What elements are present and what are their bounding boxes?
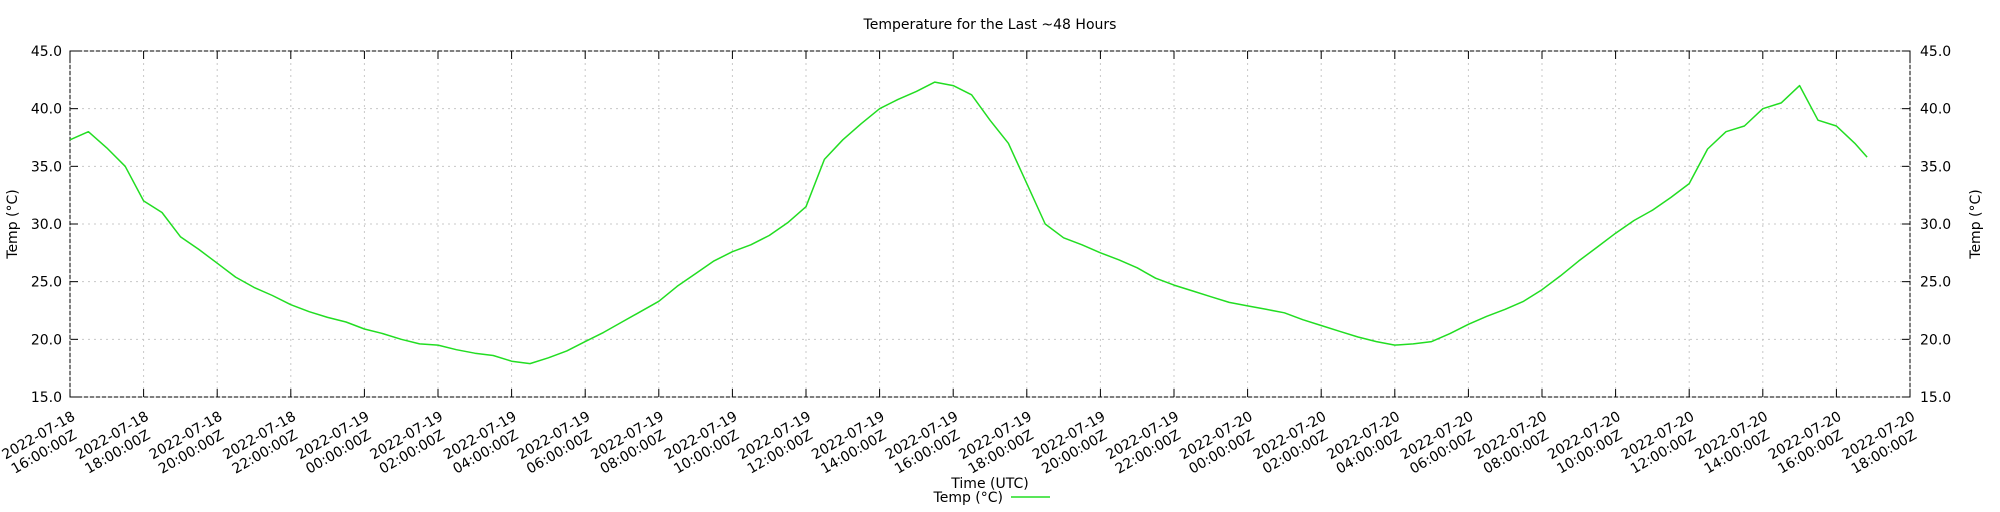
legend-label: Temp (°C) (933, 490, 1003, 506)
y2-axis-label: Temp (°C) (1968, 189, 1984, 259)
x-tick-label: 2022-07-2012:00:00Z (1619, 409, 1706, 478)
x-tick-label: 2022-07-2006:00:00Z (1398, 409, 1485, 478)
x-tick-label: 2022-07-1818:00:00Z (73, 409, 160, 478)
x-tick-label: 2022-07-2018:00:00Z (1840, 409, 1927, 478)
x-tick-label: 2022-07-2016:00:00Z (1766, 409, 1853, 478)
x-tick-label: 2022-07-1908:00:00Z (588, 409, 675, 478)
y2-tick-label: 25.0 (1920, 275, 1951, 291)
y-tick-label: 40.0 (31, 102, 62, 118)
x-tick-label: 2022-07-1914:00:00Z (809, 409, 896, 478)
y-tick-label: 35.0 (31, 159, 62, 175)
y2-tick-label: 30.0 (1920, 217, 1951, 233)
y-tick-label: 25.0 (31, 275, 62, 291)
x-tick-label: 2022-07-1918:00:00Z (956, 409, 1043, 478)
x-tick-label: 2022-07-1912:00:00Z (736, 409, 823, 478)
x-axis-label: Time (UTC) (950, 476, 1028, 492)
y-tick-label: 45.0 (31, 44, 62, 60)
data-line (69, 81, 1868, 365)
y2-tick-label: 20.0 (1920, 332, 1951, 348)
x-tick-label: 2022-07-1822:00:00Z (220, 409, 307, 478)
x-tick-label: 2022-07-1910:00:00Z (662, 409, 749, 478)
chart-title: Temperature for the Last ~48 Hours (863, 17, 1117, 33)
x-tick-label: 2022-07-2008:00:00Z (1472, 409, 1559, 478)
x-tick-label: 2022-07-1922:00:00Z (1104, 409, 1191, 478)
x-tick-label: 2022-07-2004:00:00Z (1324, 409, 1411, 478)
y-tick-label: 30.0 (31, 217, 62, 233)
y2-tick-label: 45.0 (1920, 44, 1951, 60)
x-tick-label: 2022-07-1904:00:00Z (441, 409, 528, 478)
x-tick-label: 2022-07-1902:00:00Z (368, 409, 455, 478)
x-tick-label: 2022-07-2002:00:00Z (1251, 409, 1338, 478)
y-axis-label: Temp (°C) (5, 189, 21, 259)
y-tick-label: 15.0 (31, 390, 62, 406)
x-tick-label: 2022-07-1920:00:00Z (1030, 409, 1117, 478)
x-tick-label: 2022-07-2014:00:00Z (1692, 409, 1779, 478)
x-tick-label: 2022-07-2010:00:00Z (1545, 409, 1632, 478)
y2-tick-label: 40.0 (1920, 102, 1951, 118)
x-tick-label: 2022-07-2000:00:00Z (1177, 409, 1264, 478)
x-tick-label: 2022-07-1820:00:00Z (147, 409, 234, 478)
y-tick-label: 20.0 (31, 332, 62, 348)
y2-tick-label: 15.0 (1920, 390, 1951, 406)
x-tick-label: 2022-07-1816:00:00Z (0, 409, 86, 478)
y2-tick-label: 35.0 (1920, 159, 1951, 175)
x-tick-label: 2022-07-1900:00:00Z (294, 409, 381, 478)
x-tick-label: 2022-07-1906:00:00Z (515, 409, 602, 478)
x-tick-label: 2022-07-1916:00:00Z (883, 409, 970, 478)
